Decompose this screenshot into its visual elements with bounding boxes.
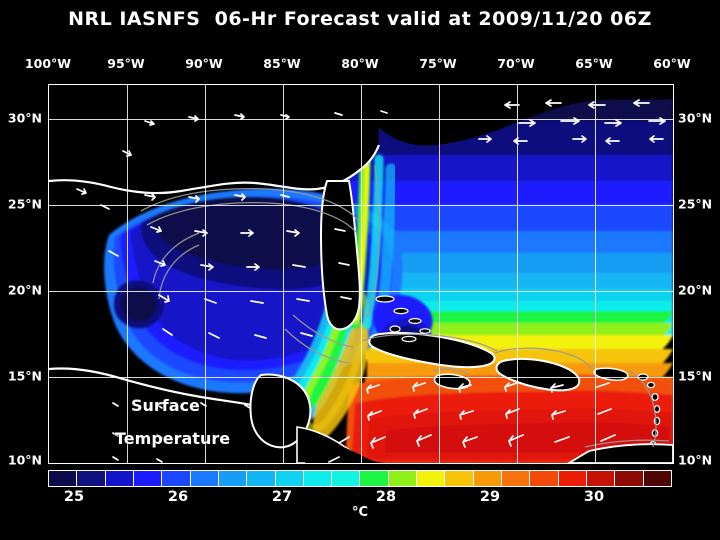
gridline-lat-30n xyxy=(49,119,673,120)
vector-arrows xyxy=(76,99,666,463)
lon-label-75w: 75°W xyxy=(419,56,457,71)
colorbar-cell-14 xyxy=(445,471,474,486)
colorbar-cell-19 xyxy=(586,471,616,486)
colorbar-cell-12 xyxy=(388,471,418,486)
lat-label-right-25n: 25°N xyxy=(678,196,713,212)
colorbar-cell-16 xyxy=(502,471,531,486)
colorbar-cell-3 xyxy=(133,471,163,486)
map-annotation-line2: Temperature xyxy=(115,429,231,448)
colorbar-tick-28: 28 xyxy=(375,489,397,505)
map-panel: Surface Temperature xyxy=(48,84,674,464)
gridline-lon-85w xyxy=(283,85,284,463)
lat-label-left-10n: 10°N xyxy=(7,452,42,468)
colorbar-tick-30: 30 xyxy=(583,489,605,505)
colorbar-cell-2 xyxy=(105,471,134,486)
caribbean-warm-core xyxy=(345,374,673,463)
lat-label-left-20n: 20°N xyxy=(7,282,42,298)
gridline-lon-70w xyxy=(517,85,518,463)
lon-label-60w: 60°W xyxy=(653,56,691,71)
colorbar-cell-18 xyxy=(558,471,587,486)
colorbar-cell-1 xyxy=(77,471,106,486)
colorbar-cell-6 xyxy=(218,471,248,486)
gridline-lon-65w xyxy=(595,85,596,463)
colorbar-cell-21 xyxy=(643,471,671,486)
colorbar-cell-20 xyxy=(615,471,644,486)
gridline-lat-15n xyxy=(49,377,673,378)
colorbar-tick-25: 25 xyxy=(63,489,85,505)
map-annotation-line1: Surface xyxy=(131,396,200,415)
lat-label-right-30n: 30°N xyxy=(678,110,713,126)
colorbar-cell-15 xyxy=(473,471,502,486)
lon-label-65w: 65°W xyxy=(575,56,613,71)
gridline-lon-75w xyxy=(439,85,440,463)
colorbar-cell-10 xyxy=(332,471,361,486)
gridline-lon-95w xyxy=(127,85,128,463)
colorbar-tick-29: 29 xyxy=(479,489,501,505)
gridline-lat-20n xyxy=(49,291,673,292)
lon-label-70w: 70°W xyxy=(497,56,535,71)
lat-label-left-30n: 30°N xyxy=(7,110,42,126)
colorbar-tick-26: 26 xyxy=(167,489,189,505)
lat-label-right-10n: 10°N xyxy=(678,452,713,468)
colorbar-tick-27: 27 xyxy=(271,489,293,505)
figure-title: NRL IASNFS 06-Hr Forecast valid at 2009/… xyxy=(68,8,652,30)
gridline-lon-90w xyxy=(205,85,206,463)
lon-label-100w: 100°W xyxy=(24,56,72,71)
colorbar-cell-5 xyxy=(190,471,219,486)
lat-label-right-20n: 20°N xyxy=(678,282,713,298)
lat-label-left-15n: 15°N xyxy=(7,368,42,384)
colorbar-cell-17 xyxy=(530,471,559,486)
lon-label-85w: 85°W xyxy=(263,56,301,71)
colorbar-unit-label: °C xyxy=(351,505,369,520)
colorbar-cell-7 xyxy=(247,471,276,486)
colorbar-cell-8 xyxy=(275,471,304,486)
colorbar-cell-13 xyxy=(417,471,446,486)
lon-label-90w: 90°W xyxy=(185,56,223,71)
colorbar-cell-0 xyxy=(49,471,78,486)
colorbar-cell-9 xyxy=(303,471,333,486)
lat-label-right-15n: 15°N xyxy=(678,368,713,384)
map-clip: Surface Temperature xyxy=(49,85,673,463)
colorbar-cell-11 xyxy=(360,471,389,486)
lon-label-95w: 95°W xyxy=(107,56,145,71)
lon-label-80w: 80°W xyxy=(341,56,379,71)
gridline-lon-80w xyxy=(361,85,362,463)
colorbar-cell-4 xyxy=(162,471,191,486)
temperature-colorbar xyxy=(48,470,672,487)
lat-label-left-25n: 25°N xyxy=(7,196,42,212)
gridline-lat-25n xyxy=(49,205,673,206)
